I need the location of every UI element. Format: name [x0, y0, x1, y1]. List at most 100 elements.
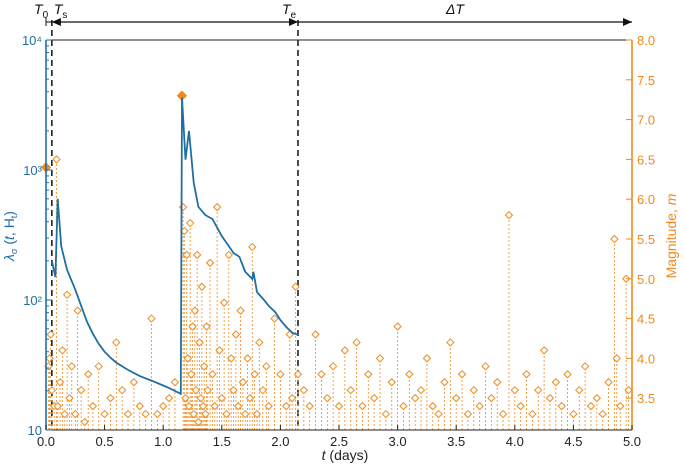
x-tick-label: 3.5: [447, 434, 465, 449]
annotations: T0 Ts Te ΔT: [34, 1, 632, 26]
aftershock-marker: [60, 409, 69, 419]
aftershock-marker: [188, 322, 197, 331]
aftershock-marker: [539, 346, 549, 355]
left-tick-label: 10³: [23, 163, 42, 178]
aftershock-marker: [123, 409, 133, 419]
aftershock-marker: [226, 354, 236, 363]
aftershock-marker: [498, 409, 508, 419]
aftershock-marker: [80, 417, 89, 427]
right-tick-label: 7.5: [637, 73, 655, 88]
aftershock-marker: [208, 370, 217, 379]
magnitude-markers: [40, 90, 633, 427]
x-tick-label: 1.0: [154, 434, 172, 449]
intensity-line: [51, 97, 299, 396]
aftershock-marker: [192, 250, 202, 260]
aftershock-marker: [369, 393, 379, 403]
aftershock-marker: [569, 409, 578, 419]
aftershock-marker: [475, 401, 484, 411]
aftershock-marker: [293, 370, 303, 379]
aftershock-marker: [236, 306, 245, 315]
aftershock-marker: [557, 401, 566, 411]
aftershock-marker: [106, 393, 115, 403]
aftershock-marker: [229, 385, 238, 395]
x-tick-label: 0.0: [37, 434, 55, 449]
aftershock-marker: [71, 409, 80, 419]
aftershock-marker: [194, 417, 203, 427]
aftershock-marker: [598, 409, 607, 419]
aftershock-marker: [88, 401, 98, 411]
right-tick-label: 7.0: [637, 113, 655, 128]
aftershock-marker: [195, 338, 204, 347]
aftershock-marker: [205, 258, 215, 268]
left-tick-label: 10²: [23, 293, 42, 308]
aftershock-marker: [135, 401, 144, 411]
ticks: 0.0 0.5 1.0 1.5 2.0 2.5 3.0 3.5 4.0 4.5 5.0 10 10² 10…: [22, 33, 655, 449]
aftershock-marker: [317, 370, 326, 379]
left-y-axis-label-close: ): [1, 211, 17, 216]
aftershock-marker: [440, 378, 449, 387]
aftershock-marker: [451, 393, 461, 403]
aftershock-marker: [189, 409, 198, 419]
aftershock-marker: [58, 346, 67, 355]
aftershock-marker: [381, 409, 391, 419]
aftershock-marker: [46, 330, 55, 339]
aftershock-marker: [616, 401, 625, 411]
aftershock-marker: [117, 385, 127, 395]
aftershock-marker: [55, 378, 65, 387]
aftershock-marker: [528, 409, 537, 419]
left-y-axis-label-t: t: [1, 235, 17, 240]
aftershock-marker: [231, 330, 241, 339]
aftershock-marker: [291, 282, 300, 291]
aftershock-marker: [94, 362, 103, 371]
label-ts: Ts: [54, 1, 68, 21]
aftershock-marker: [580, 362, 590, 371]
x-tick-label: 3.0: [389, 434, 407, 449]
right-tick-label: 8.0: [637, 33, 655, 48]
aftershock-marker: [481, 362, 490, 371]
aftershock-marker: [422, 354, 432, 363]
aftershock-marker: [393, 322, 402, 331]
aftershock-marker: [252, 409, 262, 419]
axes: [45, 39, 633, 431]
aftershock-marker: [45, 354, 54, 363]
x-axis-label-symbol: t: [322, 447, 327, 463]
aftershock-marker: [202, 322, 211, 331]
right-y-axis-label-text: Magnitude,: [663, 205, 679, 278]
x-tick-label: 1.5: [213, 434, 231, 449]
aftershock-marker: [147, 314, 156, 323]
aftershock-marker: [428, 401, 437, 411]
aftershock-marker: [219, 298, 229, 307]
aftershock-marker: [258, 385, 268, 395]
label-t0-sub: 0: [43, 10, 49, 21]
aftershock-marker: [323, 393, 332, 403]
left-tick-label: 10: [28, 423, 42, 438]
x-tick-label: 0.5: [96, 434, 114, 449]
x-axis-label-unit: (days): [326, 447, 369, 463]
aftershock-marker: [181, 393, 190, 403]
label-te-sub: e: [291, 10, 297, 21]
aftershock-marker: [182, 250, 191, 260]
aftershock-marker: [287, 393, 297, 403]
left-y-axis-label-sigma: σ: [9, 248, 19, 254]
right-tick-label: 3.5: [637, 391, 655, 406]
aftershock-marker: [469, 385, 478, 395]
aftershock-marker: [305, 401, 314, 411]
aftershock-marker: [65, 393, 74, 403]
aftershock-marker: [241, 409, 250, 419]
right-tick-label: 4.0: [637, 351, 655, 366]
aftershock-marker: [76, 385, 86, 395]
aftershock-marker: [586, 401, 596, 411]
left-y-axis-label: λσ (t, Ht): [1, 211, 19, 262]
right-tick-label: 5.5: [637, 232, 655, 247]
aftershock-marker: [234, 401, 243, 411]
aftershock-marker: [243, 354, 252, 363]
x-tick-label: 5.0: [623, 434, 641, 449]
left-y-axis-label-open: (: [1, 240, 17, 249]
aftershock-marker: [158, 401, 168, 411]
aftershock-marker: [153, 409, 162, 419]
aftershock-marker: [416, 385, 426, 395]
aftershock-marker: [190, 306, 200, 315]
aftershock-marker: [129, 378, 139, 387]
aftershock-marker: [250, 370, 259, 379]
aftershock-marker: [534, 385, 543, 395]
